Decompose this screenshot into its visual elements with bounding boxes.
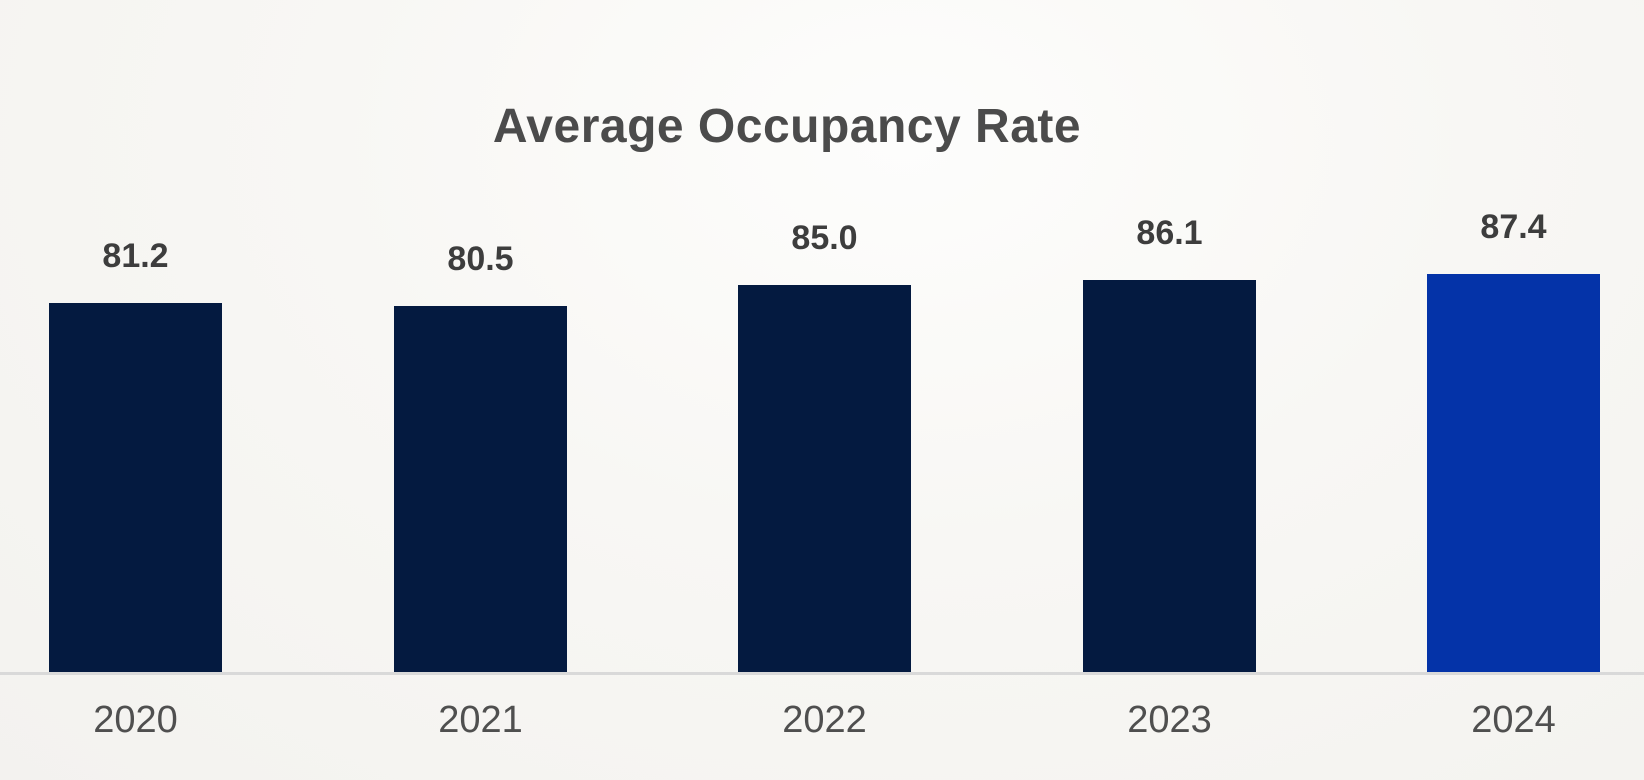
x-tick-label: 2024 [1471,699,1556,741]
bar-2024 [1427,274,1600,672]
bar-2023 [1083,280,1256,672]
chart-title: Average Occupancy Rate [492,100,1082,153]
x-tick-label: 2021 [438,699,523,741]
bar-value-label: 81.2 [102,237,169,275]
bar-value-label: 87.4 [1480,208,1547,246]
x-tick-label: 2020 [93,699,178,741]
bar-value-label: 85.0 [791,219,858,257]
bar-2022 [738,285,911,672]
x-tick-label: 2022 [782,699,867,741]
x-tick-label: 2023 [1127,699,1212,741]
bar-2020 [49,303,222,672]
bar-value-label: 80.5 [447,240,514,278]
bar-value-label: 86.1 [1136,214,1203,252]
x-axis-line [0,672,1644,675]
bar-2021 [394,306,567,672]
